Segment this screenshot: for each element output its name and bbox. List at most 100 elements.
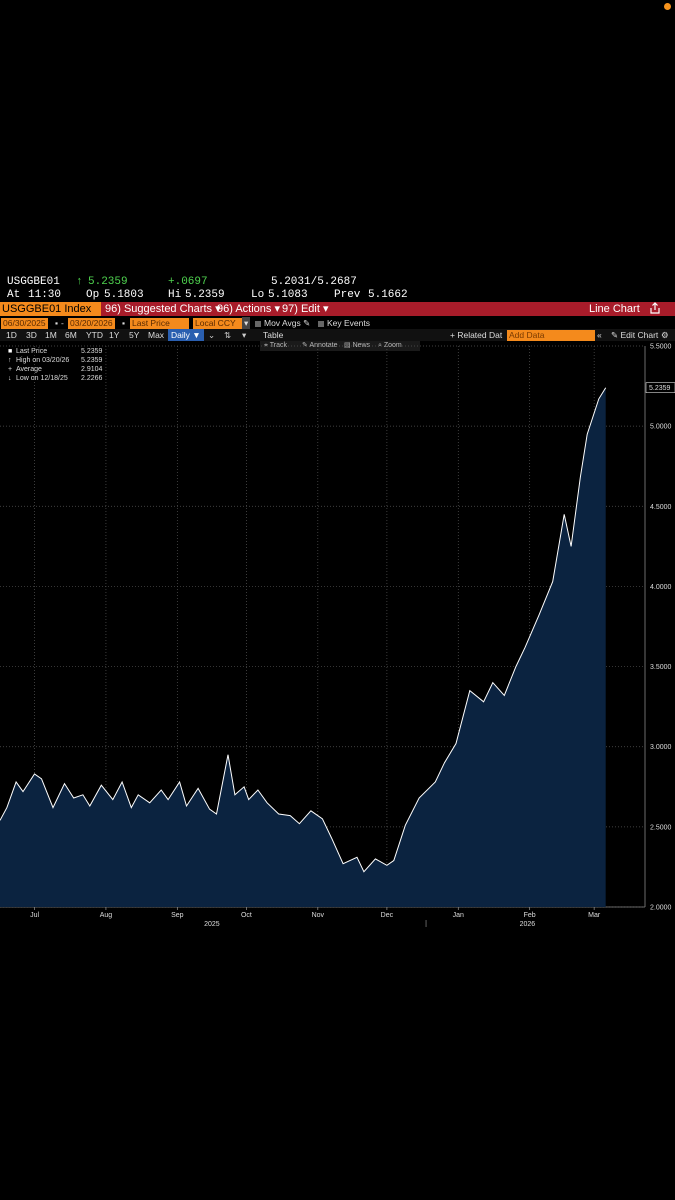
- low-label: Lo: [251, 289, 265, 301]
- news-label: News: [352, 342, 371, 349]
- x-tick-label: Jan: [453, 912, 464, 919]
- period-max[interactable]: Max: [148, 330, 165, 340]
- currency-dropdown-icon[interactable]: ▾: [242, 317, 251, 329]
- chart-type-label[interactable]: Line Chart: [589, 303, 640, 315]
- annotate-tool[interactable]: ✎ Annotate: [302, 342, 338, 349]
- chart-style-icon[interactable]: ⌄: [208, 330, 216, 340]
- quote-line-1: USGGBE01 ↑ 5.2359 +.0697 5.2031/5.2687: [0, 276, 675, 289]
- date-separator: -: [61, 318, 64, 328]
- legend-value: 2.9104: [81, 366, 103, 373]
- period-1y[interactable]: 1Y: [109, 330, 120, 340]
- legend-value: 5.2359: [81, 348, 103, 355]
- prev-label: Prev: [334, 289, 361, 301]
- y-tick-label: 5.5000: [650, 344, 672, 351]
- x-tick-label: Sep: [171, 912, 184, 919]
- period-ytd[interactable]: YTD: [86, 330, 103, 340]
- currency-select[interactable]: Local CCY: [193, 317, 245, 329]
- y-tick-label: 5.0000: [650, 424, 672, 431]
- collapse-icon[interactable]: «: [597, 330, 602, 340]
- year-label: 2026: [520, 921, 536, 928]
- price-change: +.0697: [168, 276, 208, 288]
- last-price-tag-label: 5.2359: [649, 385, 671, 392]
- x-tick-label: Mar: [588, 912, 601, 919]
- open-label: Op: [86, 289, 100, 301]
- quote-line-2: At 11:30 Op 5.1803 Hi 5.2359 Lo 5.1083 P…: [0, 289, 675, 302]
- x-tick-label: Oct: [241, 912, 252, 919]
- x-tick-label: Jul: [30, 912, 39, 919]
- key-events-label: Key Events: [327, 318, 370, 328]
- at-label: At: [7, 289, 21, 301]
- up-arrow-icon: ↑: [76, 276, 83, 288]
- price-line: [0, 387, 607, 873]
- period-6m[interactable]: 6M: [65, 330, 77, 340]
- share-icon[interactable]: [649, 302, 661, 318]
- suggested-charts-menu[interactable]: 96) Suggested Charts ▾: [105, 303, 221, 315]
- period-1d[interactable]: 1D: [6, 330, 17, 340]
- last-price: 5.2359: [88, 276, 128, 288]
- field-select[interactable]: Last Price: [130, 317, 189, 329]
- bar-style-icon[interactable]: ⇅: [224, 330, 232, 340]
- quote-time: 11:30: [28, 289, 62, 301]
- key-events-toggle[interactable]: Key Events: [318, 317, 370, 329]
- high-label: Hi: [168, 289, 182, 301]
- end-date-input[interactable]: 03/20/2026: [68, 317, 115, 329]
- calendar-icon[interactable]: ▪: [55, 318, 59, 328]
- security-field[interactable]: USGGBE01 Index: [0, 302, 101, 316]
- legend-average: + Average 2.9104: [8, 366, 103, 373]
- year-label: 2025: [204, 921, 220, 928]
- low-value: 5.1083: [268, 289, 308, 301]
- gear-icon[interactable]: ⚙: [661, 330, 669, 340]
- y-tick-label: 4.0000: [650, 584, 672, 591]
- legend-value: 5.2359: [81, 357, 103, 364]
- news-tool[interactable]: ▤ News: [344, 342, 371, 349]
- chart-legend: ■ Last Price 5.2359 ↑ High on 03/20/26 5.235…: [8, 347, 108, 383]
- legend-label: Last Price: [16, 348, 48, 355]
- x-tick-label: Aug: [100, 912, 113, 919]
- y-tick-label: 4.5000: [650, 504, 672, 511]
- y-tick-label: 3.5000: [650, 664, 672, 671]
- zoom-tool[interactable]: ⌕ Zoom: [378, 342, 402, 349]
- style-dropdown-icon[interactable]: ▾: [242, 330, 247, 340]
- table-button[interactable]: Table: [263, 330, 284, 340]
- date-range-toolbar: 06/30/2025 ▪ - 03/20/2026 ▪ Last Price L…: [0, 317, 675, 329]
- x-tick-label: Feb: [524, 912, 536, 919]
- edit-chart-label: Edit Chart: [620, 330, 659, 340]
- legend-low: ↓ Low on 12/18/25 2.2266: [8, 375, 103, 382]
- legend-value: 2.2266: [81, 375, 103, 382]
- legend-high: ↑ High on 03/20/26 5.2359: [8, 357, 103, 364]
- frequency-select[interactable]: Daily ▼: [168, 329, 204, 341]
- last-price-tag: [645, 382, 675, 393]
- period-1m[interactable]: 1M: [45, 330, 57, 340]
- calendar-icon[interactable]: ▪: [122, 318, 126, 328]
- open-value: 5.1803: [104, 289, 144, 301]
- bid-ask: 5.2031/5.2687: [271, 276, 357, 288]
- y-tick-label: 2.0000: [650, 905, 672, 912]
- add-data-input[interactable]: Add Data: [507, 329, 595, 341]
- legend-label: Average: [16, 366, 42, 373]
- x-tick-label: Nov: [312, 912, 325, 919]
- period-3d[interactable]: 3D: [26, 330, 37, 340]
- mov-avgs-toggle[interactable]: Mov Avgs ✎: [255, 317, 310, 329]
- start-date-input[interactable]: 06/30/2025: [1, 317, 48, 329]
- legend-last-price: ■ Last Price 5.2359: [8, 348, 103, 355]
- related-data-button[interactable]: + Related Dat: [450, 330, 503, 340]
- y-tick-label: 3.0000: [650, 744, 672, 751]
- legend-label: High on 03/20/26: [16, 357, 70, 364]
- prev-value: 5.1662: [368, 289, 408, 301]
- high-value: 5.2359: [185, 289, 225, 301]
- y-tick-label: 2.5000: [650, 824, 672, 831]
- price-area: [0, 387, 606, 907]
- ticker-symbol: USGGBE01: [7, 276, 60, 288]
- period-5y[interactable]: 5Y: [129, 330, 140, 340]
- legend-label: Low on 12/18/25: [16, 375, 68, 382]
- track-tool[interactable]: ⌖ Track: [264, 342, 288, 349]
- command-bar: USGGBE01 Index 96) Suggested Charts ▾ 96…: [0, 302, 675, 316]
- edit-chart-button[interactable]: ✎ Edit Chart: [611, 330, 659, 340]
- actions-menu[interactable]: 96) Actions ▾: [217, 303, 280, 315]
- edit-menu[interactable]: 97) Edit ▾: [282, 303, 329, 315]
- zoom-label: Zoom: [383, 342, 402, 349]
- track-label: Track: [269, 342, 288, 349]
- status-dot: [664, 3, 671, 10]
- x-tick-label: Dec: [381, 912, 394, 919]
